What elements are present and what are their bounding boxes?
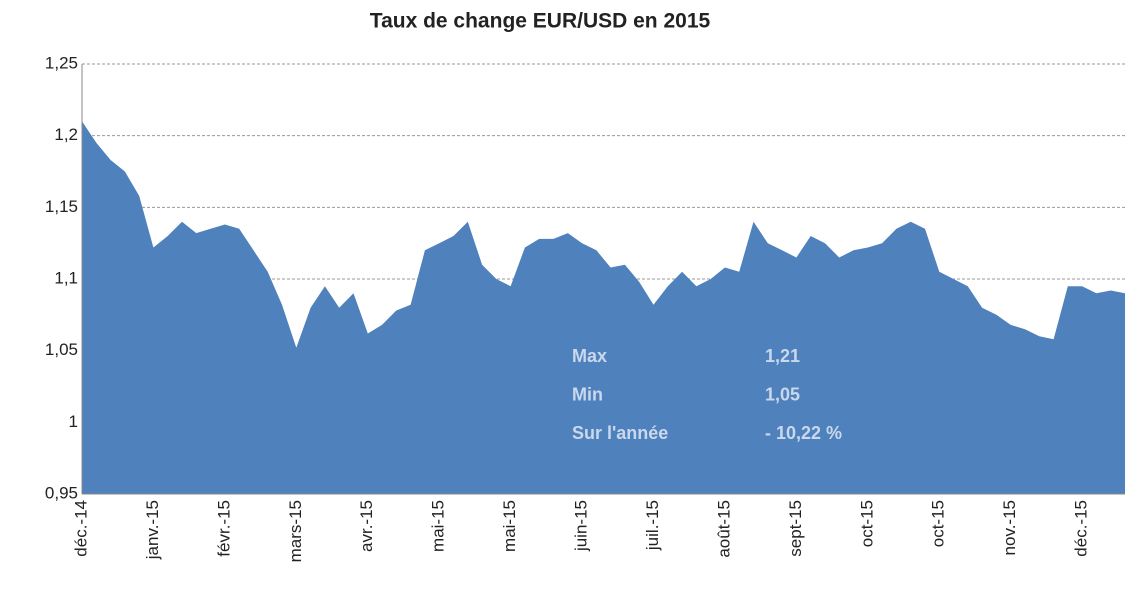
x-tick-label: mai-15 bbox=[500, 500, 519, 552]
x-tick-label: févr.-15 bbox=[214, 500, 233, 557]
chart-title: Taux de change EUR/USD en 2015 bbox=[370, 10, 711, 33]
annotation-label: Max bbox=[572, 346, 607, 366]
annotation-label: Min bbox=[572, 384, 603, 404]
y-tick-label: 1,05 bbox=[45, 340, 78, 359]
annotation-value: 1,05 bbox=[765, 384, 800, 404]
y-tick-label: 1,15 bbox=[45, 197, 78, 216]
x-tick-label: nov.-15 bbox=[1000, 500, 1019, 555]
x-tick-label: mars-15 bbox=[286, 500, 305, 562]
x-tick-label: déc.-15 bbox=[1072, 500, 1091, 557]
x-tick-label: sept-15 bbox=[786, 500, 805, 557]
y-tick-label: 0,95 bbox=[45, 483, 78, 502]
x-tick-label: déc.-14 bbox=[71, 500, 90, 557]
x-tick-label: janv.-15 bbox=[143, 500, 162, 560]
annotation-value: - 10,22 % bbox=[765, 423, 842, 443]
x-tick-label: juin-15 bbox=[572, 500, 591, 552]
x-tick-label: mai-15 bbox=[429, 500, 448, 552]
y-tick-label: 1 bbox=[69, 412, 78, 431]
x-tick-label: avr.-15 bbox=[357, 500, 376, 552]
annotation-value: 1,21 bbox=[765, 346, 800, 366]
x-tick-label: août-15 bbox=[714, 500, 733, 558]
x-tick-label: oct-15 bbox=[857, 500, 876, 547]
annotation-label: Sur l'année bbox=[572, 423, 668, 443]
y-tick-label: 1,1 bbox=[54, 268, 78, 287]
y-tick-label: 1,25 bbox=[45, 53, 78, 72]
x-tick-label: juil.-15 bbox=[643, 500, 662, 551]
area bbox=[82, 121, 1125, 495]
y-tick-label: 1,2 bbox=[54, 125, 78, 144]
x-tick-label: oct-15 bbox=[929, 500, 948, 547]
